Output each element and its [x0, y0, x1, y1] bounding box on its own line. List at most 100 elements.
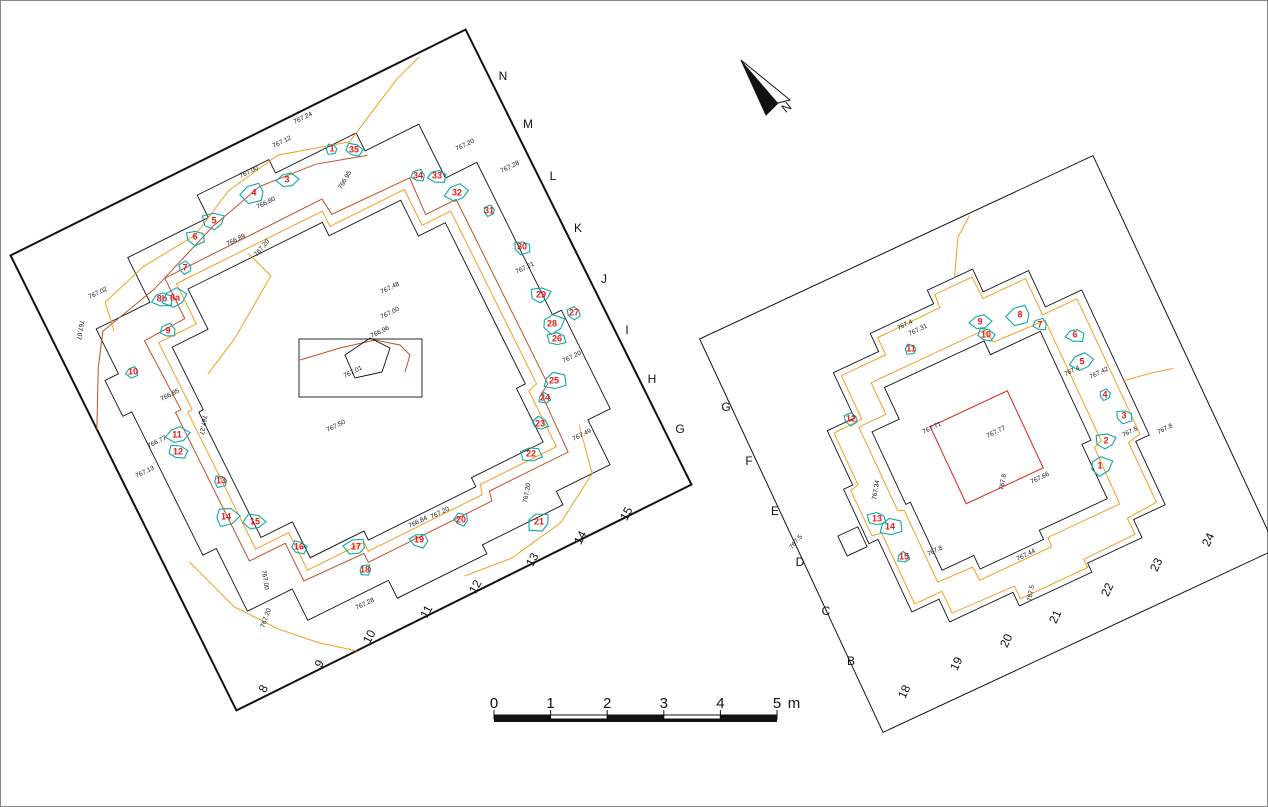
contour-line	[791, 241, 1182, 645]
elevation-label: 767.44	[1016, 548, 1037, 563]
grid-number: 21	[1046, 607, 1064, 625]
stone-label: 27	[569, 307, 579, 317]
grid-letter: J	[601, 272, 607, 286]
stone-label: 32	[452, 187, 462, 197]
elevation-label: 767.20	[562, 350, 583, 365]
grid-letter: L	[550, 169, 557, 183]
stone-label: 15	[250, 516, 260, 526]
elevation-label: 767.50	[326, 419, 347, 434]
elevation-label: 767.12	[272, 135, 293, 150]
site-plan: N 012345m NMLKJIHG8910111213141513534343…	[0, 0, 1268, 807]
stone-label: 9	[977, 316, 982, 326]
elevation-label: 767.28	[500, 160, 521, 175]
stone-label: 18	[360, 564, 370, 574]
stone-label: 21	[534, 516, 544, 526]
grid-letter: G	[675, 422, 684, 436]
north-label: N	[779, 99, 795, 115]
stone-label: 8	[1017, 309, 1022, 319]
grid-number: 22	[1098, 580, 1116, 598]
elevation-label: 767.21	[515, 261, 536, 276]
grid-letter: N	[499, 69, 508, 83]
stone-label: 26	[552, 333, 562, 343]
stone-label: 14	[221, 511, 231, 521]
grid-number: 24	[1199, 530, 1217, 548]
stone-label: 9	[165, 325, 170, 335]
grid-number: 11	[417, 603, 435, 621]
grid-number: 23	[1147, 555, 1165, 573]
contour-line	[1124, 359, 1174, 389]
contour-line	[32, 137, 423, 429]
elevation-label: 767.00	[260, 570, 270, 591]
stone-label: 7	[1037, 319, 1042, 329]
grid-number: 19	[947, 654, 965, 672]
elevation-label: 767.4	[1063, 364, 1081, 378]
elevation-label: 766.80	[256, 196, 277, 211]
elevation-label: 767.00	[239, 165, 260, 180]
stone-label: 35	[349, 144, 359, 154]
red-sondage	[930, 391, 1043, 504]
grid-number: 8	[256, 682, 272, 695]
stone-label: 8a	[170, 292, 181, 302]
grid-number: 12	[466, 577, 485, 596]
elevation-label: 767.20	[455, 138, 476, 153]
scale-label: 4	[716, 695, 724, 712]
elevation-label: 767.42	[1089, 366, 1110, 381]
north-arrow: N	[741, 60, 794, 116]
elevation-label: 767.07	[75, 320, 85, 341]
stone-label: 6	[192, 231, 197, 241]
contour-line	[933, 215, 990, 277]
elevation-label: 767.28	[355, 597, 376, 612]
scale-label: 2	[603, 695, 611, 712]
contour-line	[844, 305, 1133, 599]
stone-label: 1	[1097, 460, 1102, 470]
scale-unit: m	[788, 695, 801, 712]
stone-label: 19	[414, 534, 424, 544]
stone-label: 5	[1079, 356, 1084, 366]
scale-label: 0	[490, 695, 498, 712]
stone-label: 1	[329, 143, 334, 153]
stone-label: 11	[906, 343, 916, 353]
stone-label: 25	[549, 375, 559, 385]
grid-letter: F	[745, 454, 752, 468]
elevation-label: 767.8	[998, 473, 1008, 491]
scale-segment	[494, 715, 551, 719]
stone-label: 7	[182, 262, 187, 272]
scale-label: 3	[660, 695, 668, 712]
grid-letter: B	[847, 654, 855, 668]
elevation-label: 767.49	[572, 428, 593, 443]
stone-label: 2	[1103, 435, 1108, 445]
stone-label: 10	[981, 329, 991, 339]
elevation-label: 767.71	[922, 421, 943, 436]
grid-number: 20	[997, 631, 1015, 649]
elevation-label: 766.95	[337, 169, 353, 190]
elevation-label: 767.34	[871, 479, 881, 500]
page-frame	[1, 1, 1268, 807]
stone-label: 12	[173, 446, 183, 456]
right-plan	[700, 156, 1268, 733]
elevation-label: 766.77	[147, 435, 168, 450]
inner-outline	[148, 173, 557, 582]
grid-letter: I	[625, 323, 628, 337]
elevation-label: 767.77	[986, 425, 1007, 440]
stone-label: 3	[284, 174, 289, 184]
scale-base	[494, 719, 777, 722]
grid-letter: D	[796, 555, 805, 569]
elevation-label: 767.48	[380, 281, 401, 296]
excavation-square	[700, 156, 1268, 733]
elevation-label: 767.27	[198, 415, 208, 436]
stone-label: 13	[216, 475, 226, 485]
elevation-label: 767.02	[88, 286, 109, 301]
elevation-label: 766.96	[370, 325, 391, 340]
stone-label: 33	[432, 170, 442, 180]
elevation-label: 767.20	[522, 482, 532, 503]
stone-label: 6	[1072, 329, 1077, 339]
grid-letter: M	[523, 117, 533, 131]
stone-label: 20	[456, 514, 466, 524]
stone-label: 34	[413, 170, 423, 180]
stone-label: 4	[1102, 389, 1107, 399]
stone-label: 23	[535, 418, 545, 428]
stone-label: 29	[536, 289, 546, 299]
scale-label: 1	[546, 695, 554, 712]
scale-segment	[607, 715, 664, 719]
stone-label: 13	[872, 513, 882, 523]
